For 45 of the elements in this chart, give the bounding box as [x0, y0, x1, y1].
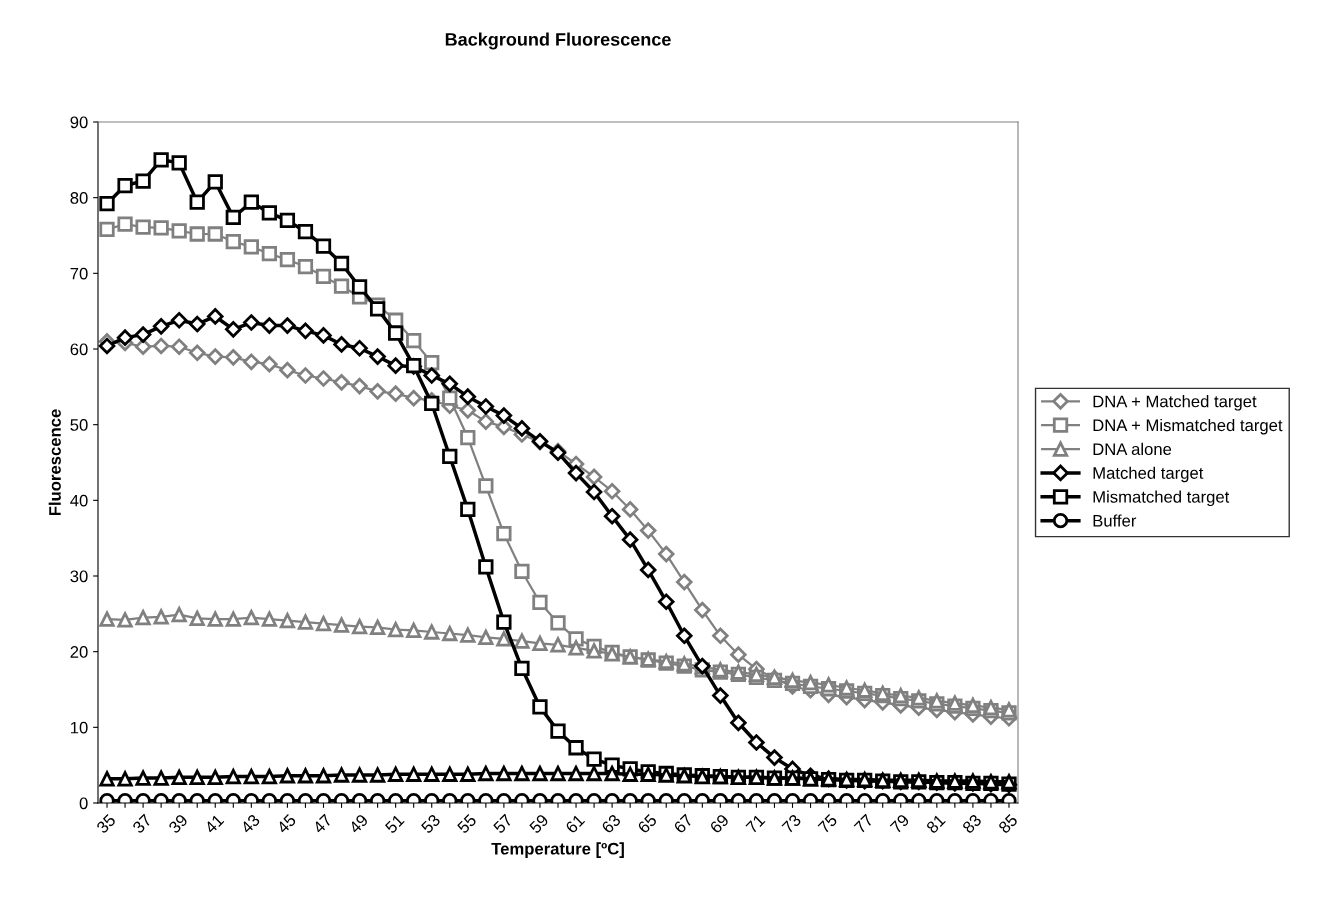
x-tick-label: 85 — [997, 813, 1019, 834]
x-tick-label: 63 — [600, 813, 622, 834]
x-tick-label: 71 — [745, 813, 766, 834]
x-tick-label: 81 — [925, 813, 946, 834]
x-axis-title: Temperature [ºC] — [491, 842, 624, 858]
legend-label: DNA + Matched target — [1093, 395, 1257, 411]
x-tick-label: 75 — [817, 813, 838, 834]
x-tick-label: 49 — [348, 813, 369, 835]
x-tick-label: 59 — [528, 813, 550, 835]
legend-label: Matched target — [1093, 466, 1204, 483]
x-tick-label: 39 — [167, 813, 189, 835]
legend-label: Mismatched target — [1093, 490, 1230, 507]
y-tick-label: 20 — [70, 646, 88, 658]
x-tick-label: 61 — [564, 813, 586, 834]
x-tick-label: 37 — [131, 813, 153, 835]
x-tick-label: 79 — [889, 813, 910, 834]
x-tick-label: 83 — [961, 813, 983, 834]
x-tick-label: 69 — [709, 813, 730, 834]
x-tick-label: 67 — [673, 813, 694, 834]
x-tick-label: 53 — [420, 813, 441, 835]
y-tick-label: 60 — [70, 343, 88, 356]
y-tick-label: 80 — [70, 192, 88, 204]
y-axis-title: Fluorescence — [48, 409, 61, 516]
y-tick-label: 0 — [79, 797, 88, 810]
y-tick-label: 40 — [70, 494, 88, 507]
x-tick-label: 55 — [456, 813, 478, 835]
x-tick-label: 41 — [203, 813, 225, 835]
y-tick-label: 10 — [71, 721, 88, 734]
legend-label: Buffer — [1093, 514, 1137, 527]
x-tick-label: 77 — [853, 813, 874, 834]
x-tick-label: 43 — [239, 813, 261, 835]
y-tick-label: 50 — [70, 419, 88, 431]
y-tick-label: 90 — [70, 116, 88, 129]
x-tick-label: 51 — [384, 813, 405, 835]
legend-label: DNA + Mismatched target — [1093, 418, 1283, 435]
y-tick-label: 70 — [70, 267, 88, 280]
x-tick-label: 65 — [637, 813, 658, 834]
y-tick-label: 30 — [70, 570, 88, 583]
x-tick-label: 57 — [492, 813, 514, 835]
x-tick-label: 45 — [276, 813, 297, 835]
x-tick-label: 35 — [95, 813, 117, 835]
legend-label: DNA alone — [1093, 442, 1172, 456]
x-tick-label: 47 — [312, 813, 333, 835]
chart-title: Background Fluorescence — [445, 32, 671, 50]
x-tick-label: 73 — [781, 813, 802, 834]
